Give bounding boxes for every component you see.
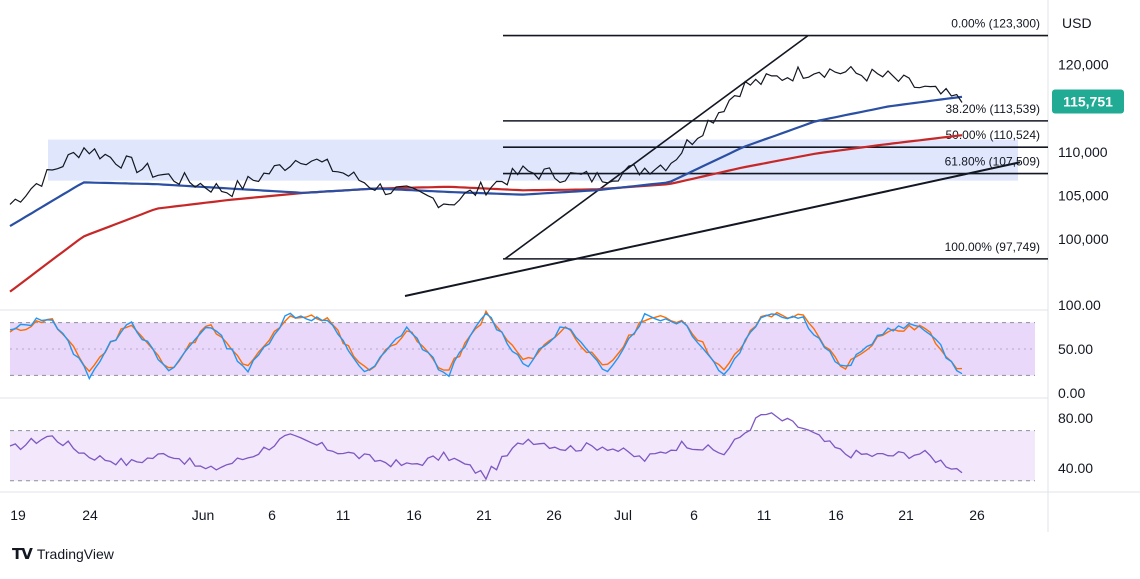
ma-fast-line xyxy=(9,95,963,228)
time-tick-label: 6 xyxy=(268,507,276,523)
time-tick-label: 19 xyxy=(10,507,26,523)
stoch-k-line xyxy=(9,312,963,381)
time-tick-label: 6 xyxy=(690,507,698,523)
rsi-line xyxy=(9,412,963,481)
time-tick-label: 26 xyxy=(969,507,985,523)
rsi-tick-label: 40.00 xyxy=(1058,460,1093,476)
time-tick-label: 11 xyxy=(757,507,772,523)
fib-level-label: 38.20% (113,539) xyxy=(945,102,1040,116)
stoch-tick-label: 100.00 xyxy=(1058,297,1101,313)
time-tick-label: 26 xyxy=(546,507,562,523)
fib-trend-line xyxy=(504,34,809,260)
tradingview-logo-icon: 𝗧𝗩 xyxy=(12,545,33,563)
time-tick-label: Jun xyxy=(192,507,215,523)
rsi-band xyxy=(10,430,1035,481)
time-tick-label: 21 xyxy=(898,507,914,523)
stoch-tick-label: 0.00 xyxy=(1058,385,1085,401)
time-tick-label: Jul xyxy=(614,507,632,523)
price-tick-label: 105,000 xyxy=(1058,188,1109,204)
stoch-tick-label: 50.00 xyxy=(1058,341,1093,357)
fib-level-label: 0.00% (123,300) xyxy=(951,17,1040,31)
tradingview-logo-text: TradingView xyxy=(36,546,114,562)
last-price-label: 115,751 xyxy=(1063,94,1113,110)
price-line xyxy=(9,65,963,209)
fib-level-label: 50.00% (110,524) xyxy=(945,128,1040,142)
ma-slow-line xyxy=(9,134,963,293)
stoch-d-line xyxy=(9,309,963,373)
time-tick-label: 11 xyxy=(336,507,351,523)
time-tick-label: 24 xyxy=(82,507,98,523)
time-tick-label: 16 xyxy=(406,507,422,523)
price-tick-label: 110,000 xyxy=(1058,144,1108,160)
time-tick-label: 21 xyxy=(476,507,492,523)
tradingview-logo[interactable]: 𝗧𝗩 TradingView xyxy=(12,545,114,563)
price-tick-label: 100,000 xyxy=(1058,231,1109,247)
time-tick-label: 16 xyxy=(828,507,844,523)
fib-level-label: 61.80% (107,509) xyxy=(945,155,1040,169)
currency-label: USD xyxy=(1062,15,1092,31)
support-trend-line xyxy=(404,161,1021,297)
fib-level-label: 100.00% (97,749) xyxy=(945,240,1040,254)
price-tick-label: 120,000 xyxy=(1058,56,1109,72)
rsi-tick-label: 80.00 xyxy=(1058,410,1093,426)
last-price-badge xyxy=(1052,89,1124,114)
